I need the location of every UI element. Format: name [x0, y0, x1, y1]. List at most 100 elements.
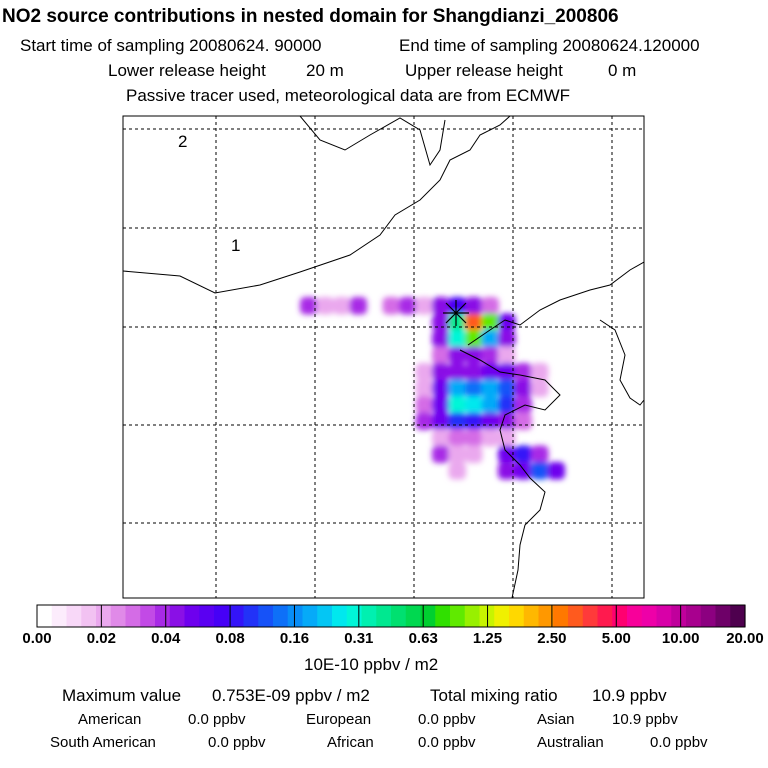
colorbar-swatch: [184, 605, 200, 627]
colorbar-swatch: [140, 605, 156, 627]
total-mixing-label: Total mixing ratio: [430, 686, 558, 705]
region-name: South American: [50, 734, 156, 751]
concentration-cell: [498, 396, 516, 414]
concentration-cell: [432, 346, 450, 364]
concentration-cell: [448, 412, 466, 430]
concentration-cell: [481, 396, 499, 414]
concentration-cell: [481, 330, 499, 348]
concentration-cell: [481, 313, 499, 331]
concentration-cell: [481, 412, 499, 430]
concentration-cell: [432, 379, 450, 397]
concentration-cell: [448, 396, 466, 414]
concentration-cell: [514, 445, 532, 463]
colorbar-swatch: [715, 605, 731, 627]
concentration-cell: [333, 297, 351, 315]
coastlines: [123, 116, 644, 598]
concentration-cell: [531, 445, 549, 463]
region-name: Asian: [537, 711, 575, 728]
colorbar-swatch: [435, 605, 451, 627]
colorbar-swatch: [450, 605, 466, 627]
concentration-cell: [432, 396, 450, 414]
colorbar-tick-label: 0.04: [151, 630, 181, 647]
chart-title: NO2 source contributions in nested domai…: [2, 6, 619, 27]
colorbar-swatch: [656, 605, 672, 627]
concentration-cell: [415, 412, 433, 430]
concentration-cell: [465, 396, 483, 414]
colorbar-tick-label: 0.00: [22, 630, 52, 647]
concentration-cell: [415, 379, 433, 397]
concentration-cell: [514, 412, 532, 430]
concentration-cell: [382, 297, 400, 315]
concentration-cell: [415, 396, 433, 414]
concentration-cell: [448, 330, 466, 348]
concentration-cell: [465, 313, 483, 331]
concentration-cell: [448, 363, 466, 381]
colorbar-swatch: [420, 605, 436, 627]
colorbar-swatch: [361, 605, 377, 627]
concentration-cell: [415, 297, 433, 315]
concentration-cell: [415, 363, 433, 381]
colorbar-swatch: [391, 605, 407, 627]
colorbar-swatch: [376, 605, 392, 627]
colorbar-swatch: [96, 605, 112, 627]
colorbar-unit: 10E-10 ppbv / m2: [304, 655, 439, 674]
colorbar-swatch: [597, 605, 613, 627]
colorbar-tick-label: 0.63: [408, 630, 438, 647]
concentration-cell: [448, 346, 466, 364]
receptor-star-icon: [443, 300, 469, 326]
concentration-cell: [399, 297, 417, 315]
colorbar: [37, 605, 746, 627]
colorbar-swatch: [627, 605, 643, 627]
colorbar-tick-label: 0.16: [279, 630, 310, 647]
colorbar-swatch: [302, 605, 318, 627]
concentration-cell: [547, 462, 565, 480]
concentration-cell: [465, 363, 483, 381]
colorbar-swatch: [671, 605, 687, 627]
map-frame: [122, 115, 645, 599]
colorbar-swatch: [110, 605, 127, 627]
concentration-cell: [465, 346, 483, 364]
concentration-cell: [498, 462, 516, 480]
colorbar-swatch: [287, 605, 304, 627]
coast-korea: [599, 319, 644, 406]
colorbar-swatch: [523, 605, 540, 627]
region-label-2: 2: [178, 132, 187, 151]
colorbar-swatch: [553, 605, 569, 627]
concentration-cell: [432, 412, 450, 430]
colorbar-tick-label: 0.31: [344, 630, 374, 647]
colorbar-swatch: [214, 605, 230, 627]
colorbar-swatch: [641, 605, 658, 627]
colorbar-tick-label: 10.00: [661, 630, 700, 647]
concentration-cell: [514, 396, 532, 414]
concentration-cell: [432, 330, 450, 348]
colorbar-swatch: [686, 605, 702, 627]
border-north: [123, 116, 511, 294]
concentration-cell: [432, 429, 450, 447]
concentration-cell: [514, 363, 532, 381]
lower-release-label: Lower release height: [108, 61, 266, 80]
graticule: [123, 116, 644, 598]
region-name: European: [306, 711, 372, 728]
concentration-cell: [448, 429, 466, 447]
concentration-cell: [498, 363, 516, 381]
concentration-cell: [316, 297, 334, 315]
colorbar-tick-label: 0.02: [86, 630, 116, 647]
concentration-cell: [498, 412, 516, 430]
colorbar-swatch: [273, 605, 289, 627]
max-value-label: Maximum value: [62, 686, 182, 705]
concentration-cell: [465, 330, 483, 348]
concentration-cell: [349, 297, 367, 315]
concentration-cell: [531, 363, 549, 381]
colorbar-swatch: [317, 605, 333, 627]
concentration-cell: [481, 297, 499, 315]
concentration-cell: [481, 363, 499, 381]
colorbar-swatch: [332, 605, 348, 627]
tracer-note: Passive tracer used, meteorological data…: [126, 86, 571, 105]
region-value: 0.0 ppbv: [418, 734, 476, 751]
concentration-cell: [432, 297, 450, 315]
colorbar-swatch: [538, 605, 554, 627]
colorbar-ticks: [36, 605, 746, 627]
concentration-cell: [465, 297, 483, 315]
colorbar-tick-label: 0.08: [215, 630, 245, 647]
